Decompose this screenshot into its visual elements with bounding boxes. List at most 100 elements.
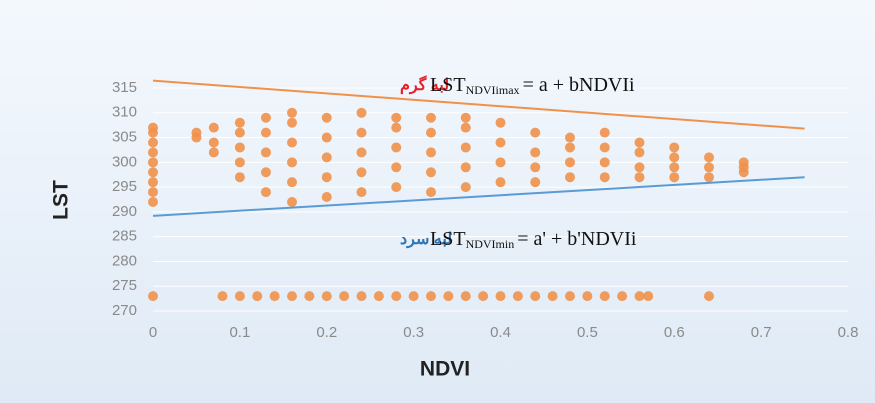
point (530, 291, 541, 302)
x-tick-label: 0.2 (316, 324, 337, 341)
point (460, 162, 471, 173)
point (704, 172, 714, 183)
point (643, 291, 654, 302)
point (191, 127, 202, 138)
point (234, 291, 245, 302)
point (208, 122, 219, 133)
x-tick-label: 0.8 (838, 324, 859, 341)
point (599, 172, 610, 183)
y-tick-label: 305 (112, 129, 137, 146)
point (287, 107, 297, 118)
point (669, 152, 680, 163)
point (634, 172, 645, 183)
point (391, 112, 402, 123)
point (426, 147, 436, 158)
point (599, 157, 610, 168)
point (634, 162, 645, 173)
point (460, 182, 471, 193)
point (148, 122, 158, 133)
point (460, 291, 471, 302)
point (260, 127, 271, 138)
point (356, 167, 367, 178)
point (260, 147, 271, 158)
point (252, 291, 263, 302)
point (373, 291, 384, 302)
point (304, 291, 315, 302)
point (495, 177, 506, 188)
point (634, 147, 645, 158)
point (704, 162, 714, 173)
point (148, 147, 158, 158)
point (599, 127, 610, 138)
formula-rest: = a + bNDVIi (523, 74, 635, 96)
edge-line (152, 176, 805, 217)
point (356, 127, 367, 138)
point (339, 291, 350, 302)
point (321, 172, 332, 183)
point (530, 177, 541, 188)
point (287, 177, 297, 188)
point (391, 142, 402, 153)
point (599, 291, 610, 302)
point (321, 192, 332, 203)
point (269, 291, 280, 302)
point (495, 157, 506, 168)
x-axis-title: NDVI (420, 358, 470, 381)
edge-line (152, 79, 805, 130)
point (495, 117, 506, 128)
y-tick-label: 300 (112, 153, 137, 170)
point (530, 127, 541, 138)
point (478, 291, 489, 302)
point (148, 177, 158, 188)
point (148, 291, 158, 302)
point (704, 291, 714, 302)
formula-rest: = a' + b'NDVIi (517, 228, 637, 250)
point (582, 291, 593, 302)
point (148, 137, 158, 148)
point (208, 147, 219, 158)
y-tick-label: 285 (112, 228, 137, 245)
point (547, 291, 558, 302)
x-tick-label: 0.5 (577, 324, 598, 341)
point (391, 291, 402, 302)
point (512, 291, 523, 302)
point (426, 291, 436, 302)
x-tick-label: 0.1 (229, 324, 250, 341)
point (356, 187, 367, 198)
point (287, 157, 297, 168)
point (443, 291, 454, 302)
point (565, 142, 575, 153)
formula: LSTNDVIimax = a + bNDVIi (430, 74, 635, 97)
point (287, 137, 297, 148)
point (356, 147, 367, 158)
point (234, 172, 245, 183)
edge-label: لبه سرد (400, 231, 452, 249)
y-tick-label: 280 (112, 252, 137, 269)
point (356, 291, 367, 302)
point (565, 172, 575, 183)
formula: LSTNDVImin = a' + b'NDVIi (430, 228, 637, 251)
point (391, 122, 402, 133)
point (599, 142, 610, 153)
formula-sub: NDVIimax (466, 83, 520, 97)
point (530, 147, 541, 158)
point (617, 291, 628, 302)
point (426, 127, 436, 138)
point (634, 291, 645, 302)
point (495, 291, 506, 302)
point (460, 112, 471, 123)
point (565, 157, 575, 168)
point (148, 167, 158, 178)
y-tick-label: 295 (112, 178, 137, 195)
point (321, 132, 332, 143)
point (426, 112, 436, 123)
y-tick-label: 315 (112, 79, 137, 96)
point (148, 157, 158, 168)
point (669, 162, 680, 173)
point (408, 291, 419, 302)
point (217, 291, 228, 302)
point (738, 157, 749, 168)
formula-sub: NDVImin (466, 237, 515, 251)
